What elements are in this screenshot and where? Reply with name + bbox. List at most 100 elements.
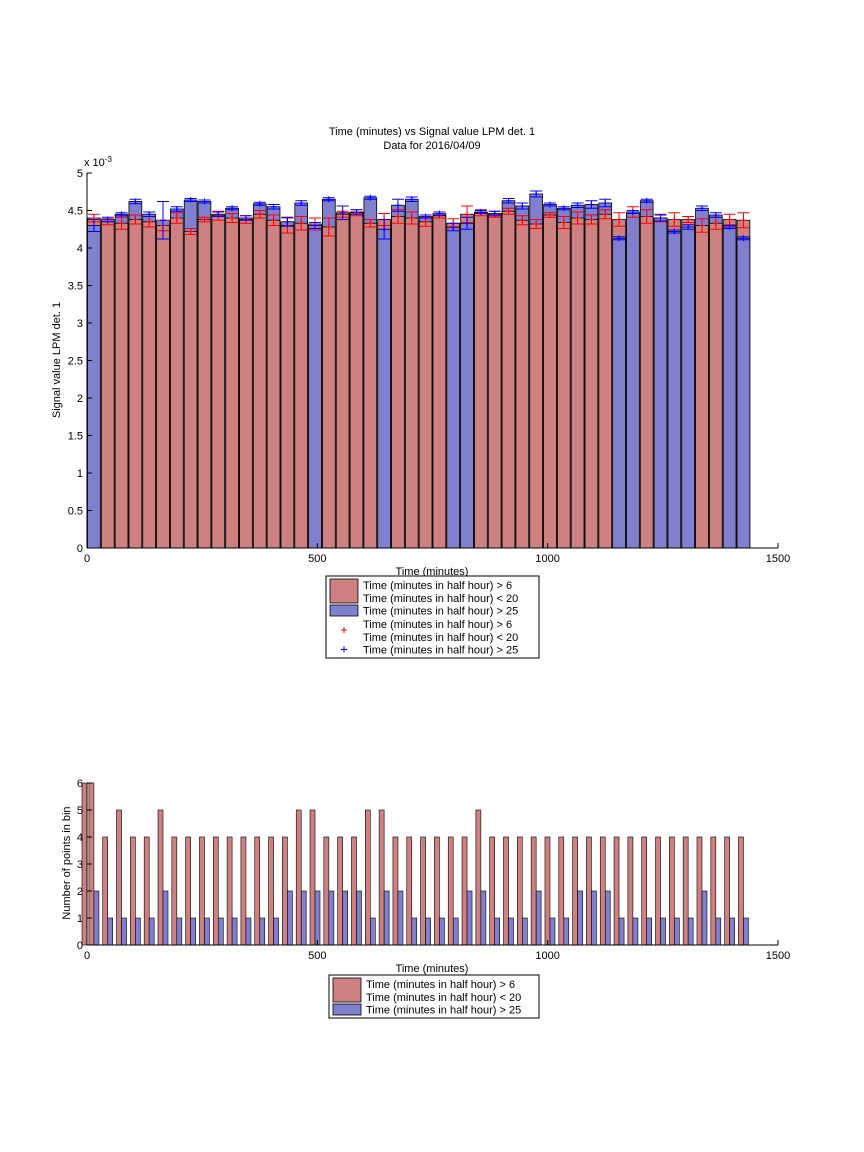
bar <box>461 836 468 946</box>
bar <box>572 836 578 946</box>
bar <box>128 219 143 549</box>
bar <box>487 213 502 549</box>
bar <box>577 890 583 946</box>
bottom-legend-text: Time (minutes in half hour) > 6 <box>366 979 515 991</box>
top-legend-text: Time (minutes in half hour) > 25 <box>363 606 518 618</box>
bar <box>370 917 376 946</box>
bar <box>475 809 482 946</box>
top-chart-ylabel: Signal value LPM det. 1 <box>51 302 63 418</box>
top-y-tick-label: 1 <box>77 468 83 480</box>
top-legend-text: Time (minutes in half hour) > 6 <box>363 619 512 631</box>
bottom-chart-xlabel: Time (minutes) <box>396 963 469 975</box>
bottom-legend-text: Time (minutes in half hour) > 25 <box>366 1005 521 1017</box>
bar <box>309 809 316 946</box>
bar <box>474 212 488 549</box>
bar <box>632 917 639 946</box>
top-x-tick-label: 1000 <box>535 553 559 565</box>
bar <box>252 213 267 549</box>
bottom-y-tick-label: 0 <box>77 940 83 952</box>
bar <box>515 219 530 549</box>
top-legend-swatch <box>329 578 359 604</box>
bar <box>323 836 330 946</box>
bar <box>157 809 164 946</box>
bar <box>724 836 730 946</box>
top-y-tick-label: 2.5 <box>68 356 83 368</box>
bar <box>185 836 191 946</box>
bar <box>142 221 156 549</box>
bar <box>287 890 293 946</box>
top-chart-subtitle: Data for 2016/04/09 <box>383 140 480 152</box>
top-chart-exponent-power: -3 <box>105 155 113 164</box>
bar <box>501 210 516 549</box>
bar <box>383 890 390 946</box>
bar <box>715 917 722 946</box>
top-legend-text: Time (minutes in half hour) < 20 <box>363 593 518 605</box>
bar <box>418 221 433 549</box>
bar <box>591 890 597 946</box>
bottom-chart-axes: 0 500 1000 1500 0 1 2 3 4 5 6 <box>77 778 790 962</box>
bottom-legend-box <box>328 974 540 1019</box>
bar <box>107 917 114 946</box>
bar <box>558 836 565 946</box>
bar <box>337 836 343 946</box>
top-y-tick-label: 2 <box>77 393 83 405</box>
bar <box>612 237 626 549</box>
bar <box>460 222 474 549</box>
bar <box>584 219 599 549</box>
bar <box>695 225 709 549</box>
bar <box>722 226 737 549</box>
bar <box>100 221 115 549</box>
bar <box>245 917 252 946</box>
bar <box>199 836 205 946</box>
bar <box>646 917 653 946</box>
bar <box>503 836 509 946</box>
bottom-y-tick-label: 1 <box>77 913 83 925</box>
bar <box>300 890 307 946</box>
bar <box>563 917 570 946</box>
bar <box>508 917 514 946</box>
bar <box>349 212 364 549</box>
bar <box>494 917 500 946</box>
bar <box>480 890 487 946</box>
bar <box>613 836 620 946</box>
bar <box>143 836 150 946</box>
bar <box>660 917 666 946</box>
bar <box>404 217 419 549</box>
bar <box>197 219 212 549</box>
top-chart-exponent-label: x 10-3 <box>84 155 112 169</box>
bottom-x-tick-label: 1000 <box>535 950 559 962</box>
top-y-tick-label: 0.5 <box>68 506 83 518</box>
bottom-y-tick-label: 6 <box>77 778 83 790</box>
bar <box>176 917 183 946</box>
bar <box>204 917 210 946</box>
bar <box>425 917 431 946</box>
bar <box>322 226 336 549</box>
bar <box>432 215 447 549</box>
bottom-chart-bars <box>81 782 749 946</box>
bar <box>406 836 413 946</box>
bar <box>378 809 385 946</box>
bar <box>710 836 717 946</box>
bar <box>618 917 625 946</box>
bottom-chart-legend: Time (minutes in half hour) > 6 Time (min… <box>328 974 540 1019</box>
top-chart-exponent-base: x 10 <box>84 157 105 169</box>
bar <box>439 917 445 946</box>
bottom-y-tick-label: 3 <box>77 859 83 871</box>
bar <box>365 809 371 946</box>
bar <box>135 917 141 946</box>
top-y-tick-label: 3.5 <box>68 281 83 293</box>
bar <box>87 225 101 549</box>
bar <box>529 223 543 549</box>
bar <box>604 890 611 946</box>
bar <box>447 836 454 946</box>
top-chart-bars <box>87 193 751 549</box>
top-legend-box <box>325 575 540 659</box>
bar <box>669 836 675 946</box>
bar <box>116 809 122 946</box>
bar <box>170 217 184 549</box>
bar <box>696 836 703 946</box>
bottom-x-tick-label: 500 <box>308 950 326 962</box>
top-chart: Time (minutes) vs Signal value LPM det. … <box>51 126 790 659</box>
